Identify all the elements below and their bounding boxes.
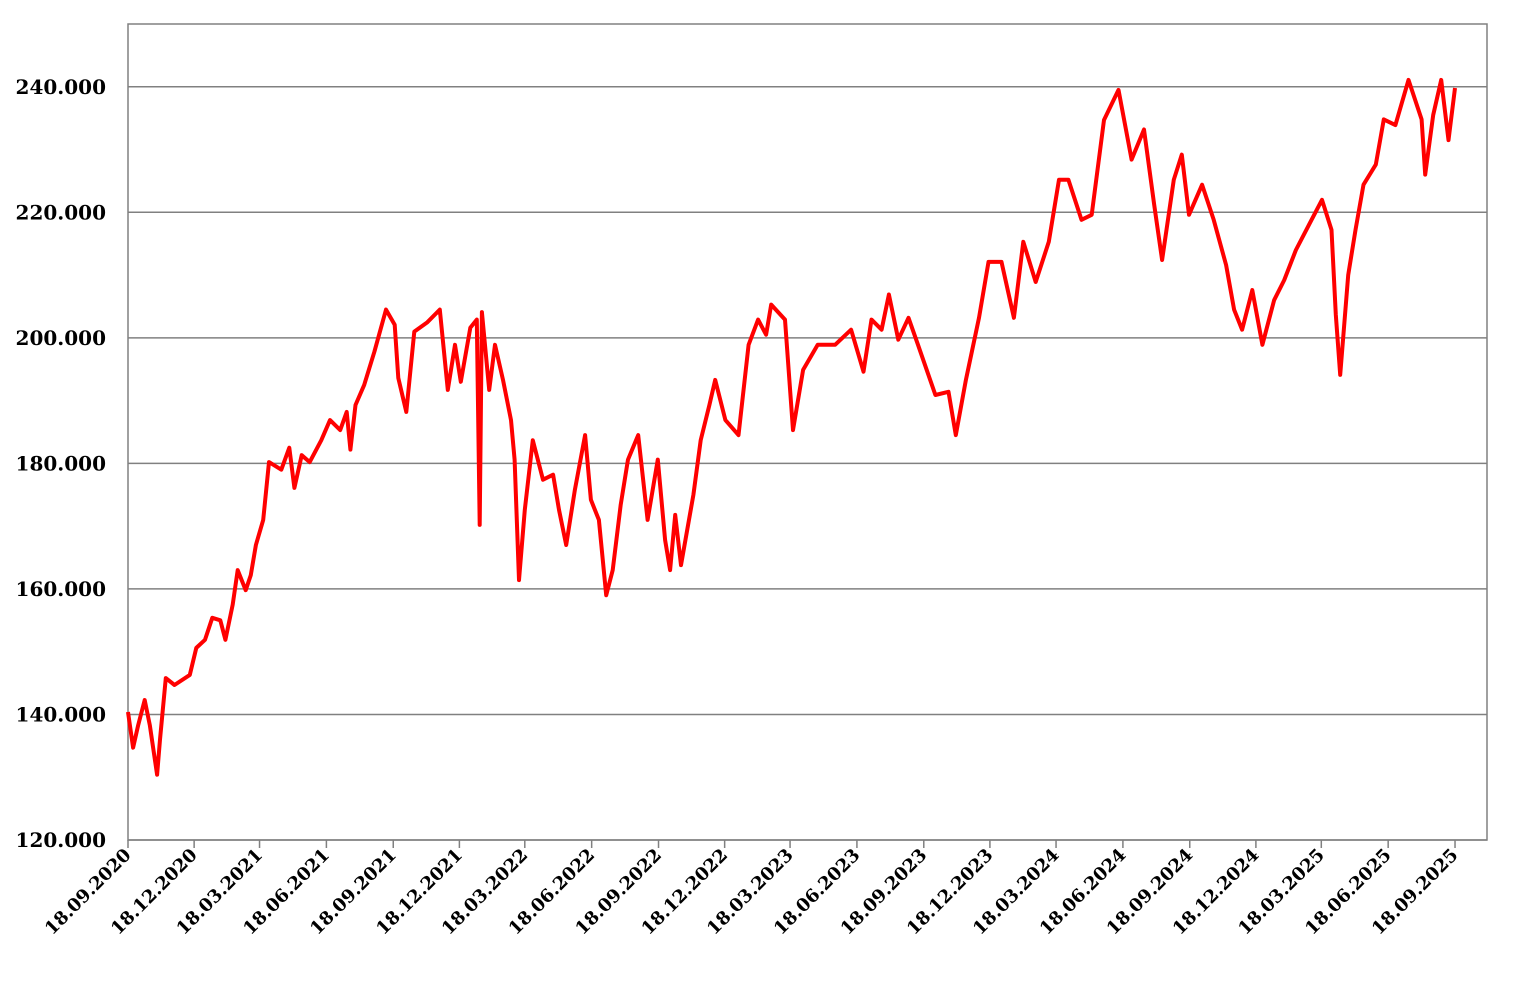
y-tick-label: 220.000: [16, 200, 106, 224]
y-tick-label: 120.000: [16, 828, 106, 852]
y-tick-label: 140.000: [16, 702, 106, 726]
y-tick-label: 160.000: [16, 577, 106, 601]
y-tick-label: 180.000: [16, 451, 106, 475]
plot-border: [127, 23, 1488, 841]
line: [126, 77, 1457, 777]
y-tick-label: 240.000: [16, 75, 106, 99]
y-tick-label: 200.000: [16, 326, 106, 350]
